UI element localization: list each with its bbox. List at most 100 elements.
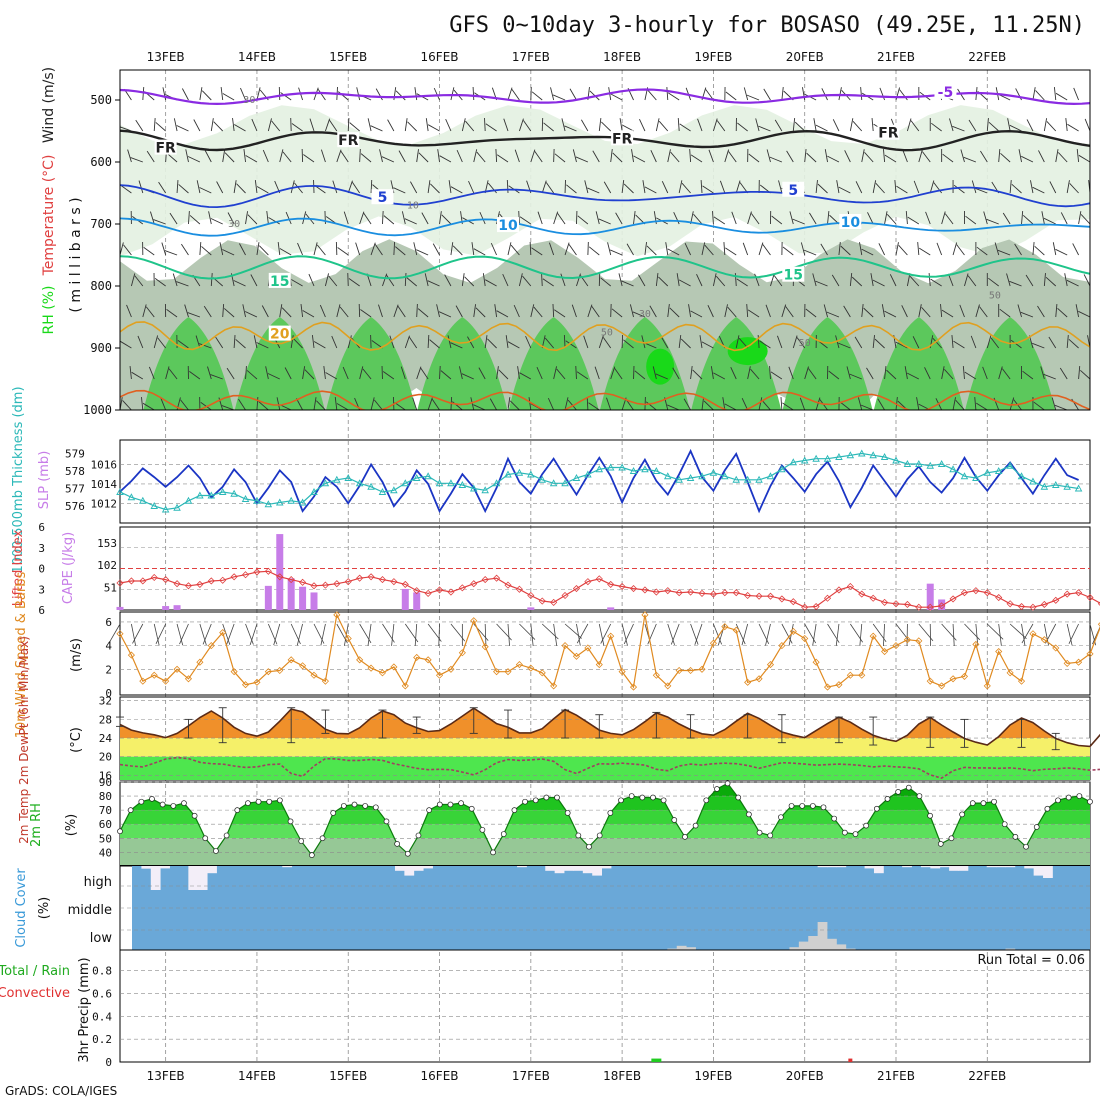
temp-line: [119, 707, 1100, 748]
wind-barb: [820, 243, 828, 256]
wind-barb: [222, 149, 226, 163]
rh-line: [119, 782, 1091, 857]
wind-barb: [189, 370, 201, 380]
wind-barb: [487, 182, 497, 194]
wind-barb: [511, 89, 520, 101]
lifted-index-marker: [846, 582, 854, 591]
lifted-index-marker: [527, 591, 535, 600]
thickness-marker: [161, 505, 170, 513]
thickness-tick-label: 577: [65, 483, 85, 496]
wind-barb: [173, 118, 178, 132]
lifted-index-marker: [675, 589, 683, 597]
thickness-marker: [173, 503, 181, 511]
wind-barb-10m: [245, 623, 254, 645]
wind-barb: [702, 185, 714, 194]
wind-barb-10m: [667, 623, 675, 646]
wind-barb: [572, 149, 577, 163]
wind-barb: [974, 397, 977, 410]
wind-speed-marker: [721, 623, 729, 631]
wind-barb: [688, 304, 692, 318]
wind-barb: [145, 306, 155, 318]
precip-bar: [848, 1058, 853, 1062]
wind-barb: [154, 277, 166, 287]
wind-barb: [803, 249, 817, 256]
wind-barb: [199, 242, 202, 256]
wind-barb: [201, 90, 212, 101]
thickness-marker: [572, 474, 581, 481]
wind-barb: [875, 183, 885, 194]
lifted-index-marker: [858, 590, 866, 598]
rh-tick-label: 40: [99, 846, 112, 859]
bottom-date-label: 14FEB: [238, 1069, 276, 1083]
wind-barb-10m: [519, 623, 536, 640]
contour-label: FR: [878, 126, 899, 142]
thickness-marker: [880, 453, 889, 460]
wind-barb: [1011, 183, 1022, 194]
wind-barb: [547, 397, 555, 410]
wind-barb: [489, 398, 497, 410]
wind-barb: [667, 304, 670, 318]
wind-barb-10m: [179, 623, 189, 645]
wind-barb: [1037, 305, 1045, 318]
rh-band-70: [143, 317, 234, 410]
precip-panel: 0.8 0.6 0.4 0.2 0 Run Total = 0.06 Total / Rai…: [0, 949, 1091, 1069]
wind-speed-marker: [481, 643, 489, 651]
rh-marker: [948, 835, 955, 842]
wind-barb: [769, 366, 771, 380]
wind-barb: [494, 304, 498, 318]
wind-barb: [199, 87, 203, 101]
lifted-index-marker: [903, 600, 911, 609]
wind-barb: [409, 336, 418, 349]
wind-barb: [910, 120, 920, 132]
wind-barb: [930, 122, 942, 132]
wind-barb: [450, 342, 463, 349]
wind-barb: [176, 281, 189, 287]
wind-barb: [316, 400, 326, 410]
slp-tick-label: 1016: [91, 459, 118, 472]
precip-tick-label: 0: [105, 1056, 112, 1069]
wind-barb: [433, 87, 440, 101]
cloud-high-bar: [150, 866, 161, 890]
wind-barb: [877, 398, 885, 410]
wind-barb: [256, 87, 261, 101]
wind-barb: [716, 120, 726, 132]
thickness-marker: [561, 479, 569, 487]
wind-barb: [952, 397, 956, 410]
rh-marker: [746, 811, 752, 818]
wind-speed-marker: [550, 682, 558, 690]
wind-barb-10m: [835, 623, 840, 646]
rh-marker: [895, 788, 901, 795]
wind-barb: [519, 216, 532, 225]
wind-barb: [1055, 149, 1059, 163]
rh-marker: [1033, 824, 1040, 830]
wind-barb: [817, 183, 828, 194]
wind-barb: [750, 368, 760, 380]
wind-speed-marker: [823, 683, 832, 691]
wind-barb: [712, 211, 714, 225]
wind-barb: [349, 122, 360, 132]
wind-barb: [557, 213, 566, 225]
wind-barb: [849, 273, 853, 287]
wind-barb: [284, 367, 292, 380]
wind-barb: [759, 340, 771, 349]
wind-barb: [634, 370, 646, 380]
wind-barb: [336, 403, 349, 410]
rh-marker: [1023, 843, 1029, 850]
wind-barb: [473, 404, 486, 410]
rh-marker: [202, 835, 209, 842]
li-ylabel: Lifted Index: [11, 529, 26, 606]
lifted-index-marker: [127, 577, 135, 585]
cloud-high-bar: [197, 866, 208, 890]
wind-barb: [700, 180, 703, 194]
wind-barb: [773, 275, 783, 287]
wind-barb: [680, 338, 691, 349]
wind-speed-marker: [584, 644, 592, 652]
rh-marker: [383, 818, 390, 825]
wind-speed-marker: [264, 668, 272, 676]
wind-barb: [362, 368, 372, 380]
wind-barb: [844, 150, 851, 163]
wind-barb: [404, 218, 417, 225]
wind-barb: [352, 181, 361, 194]
wind-barb: [336, 149, 342, 163]
wind-barb: [665, 242, 669, 256]
